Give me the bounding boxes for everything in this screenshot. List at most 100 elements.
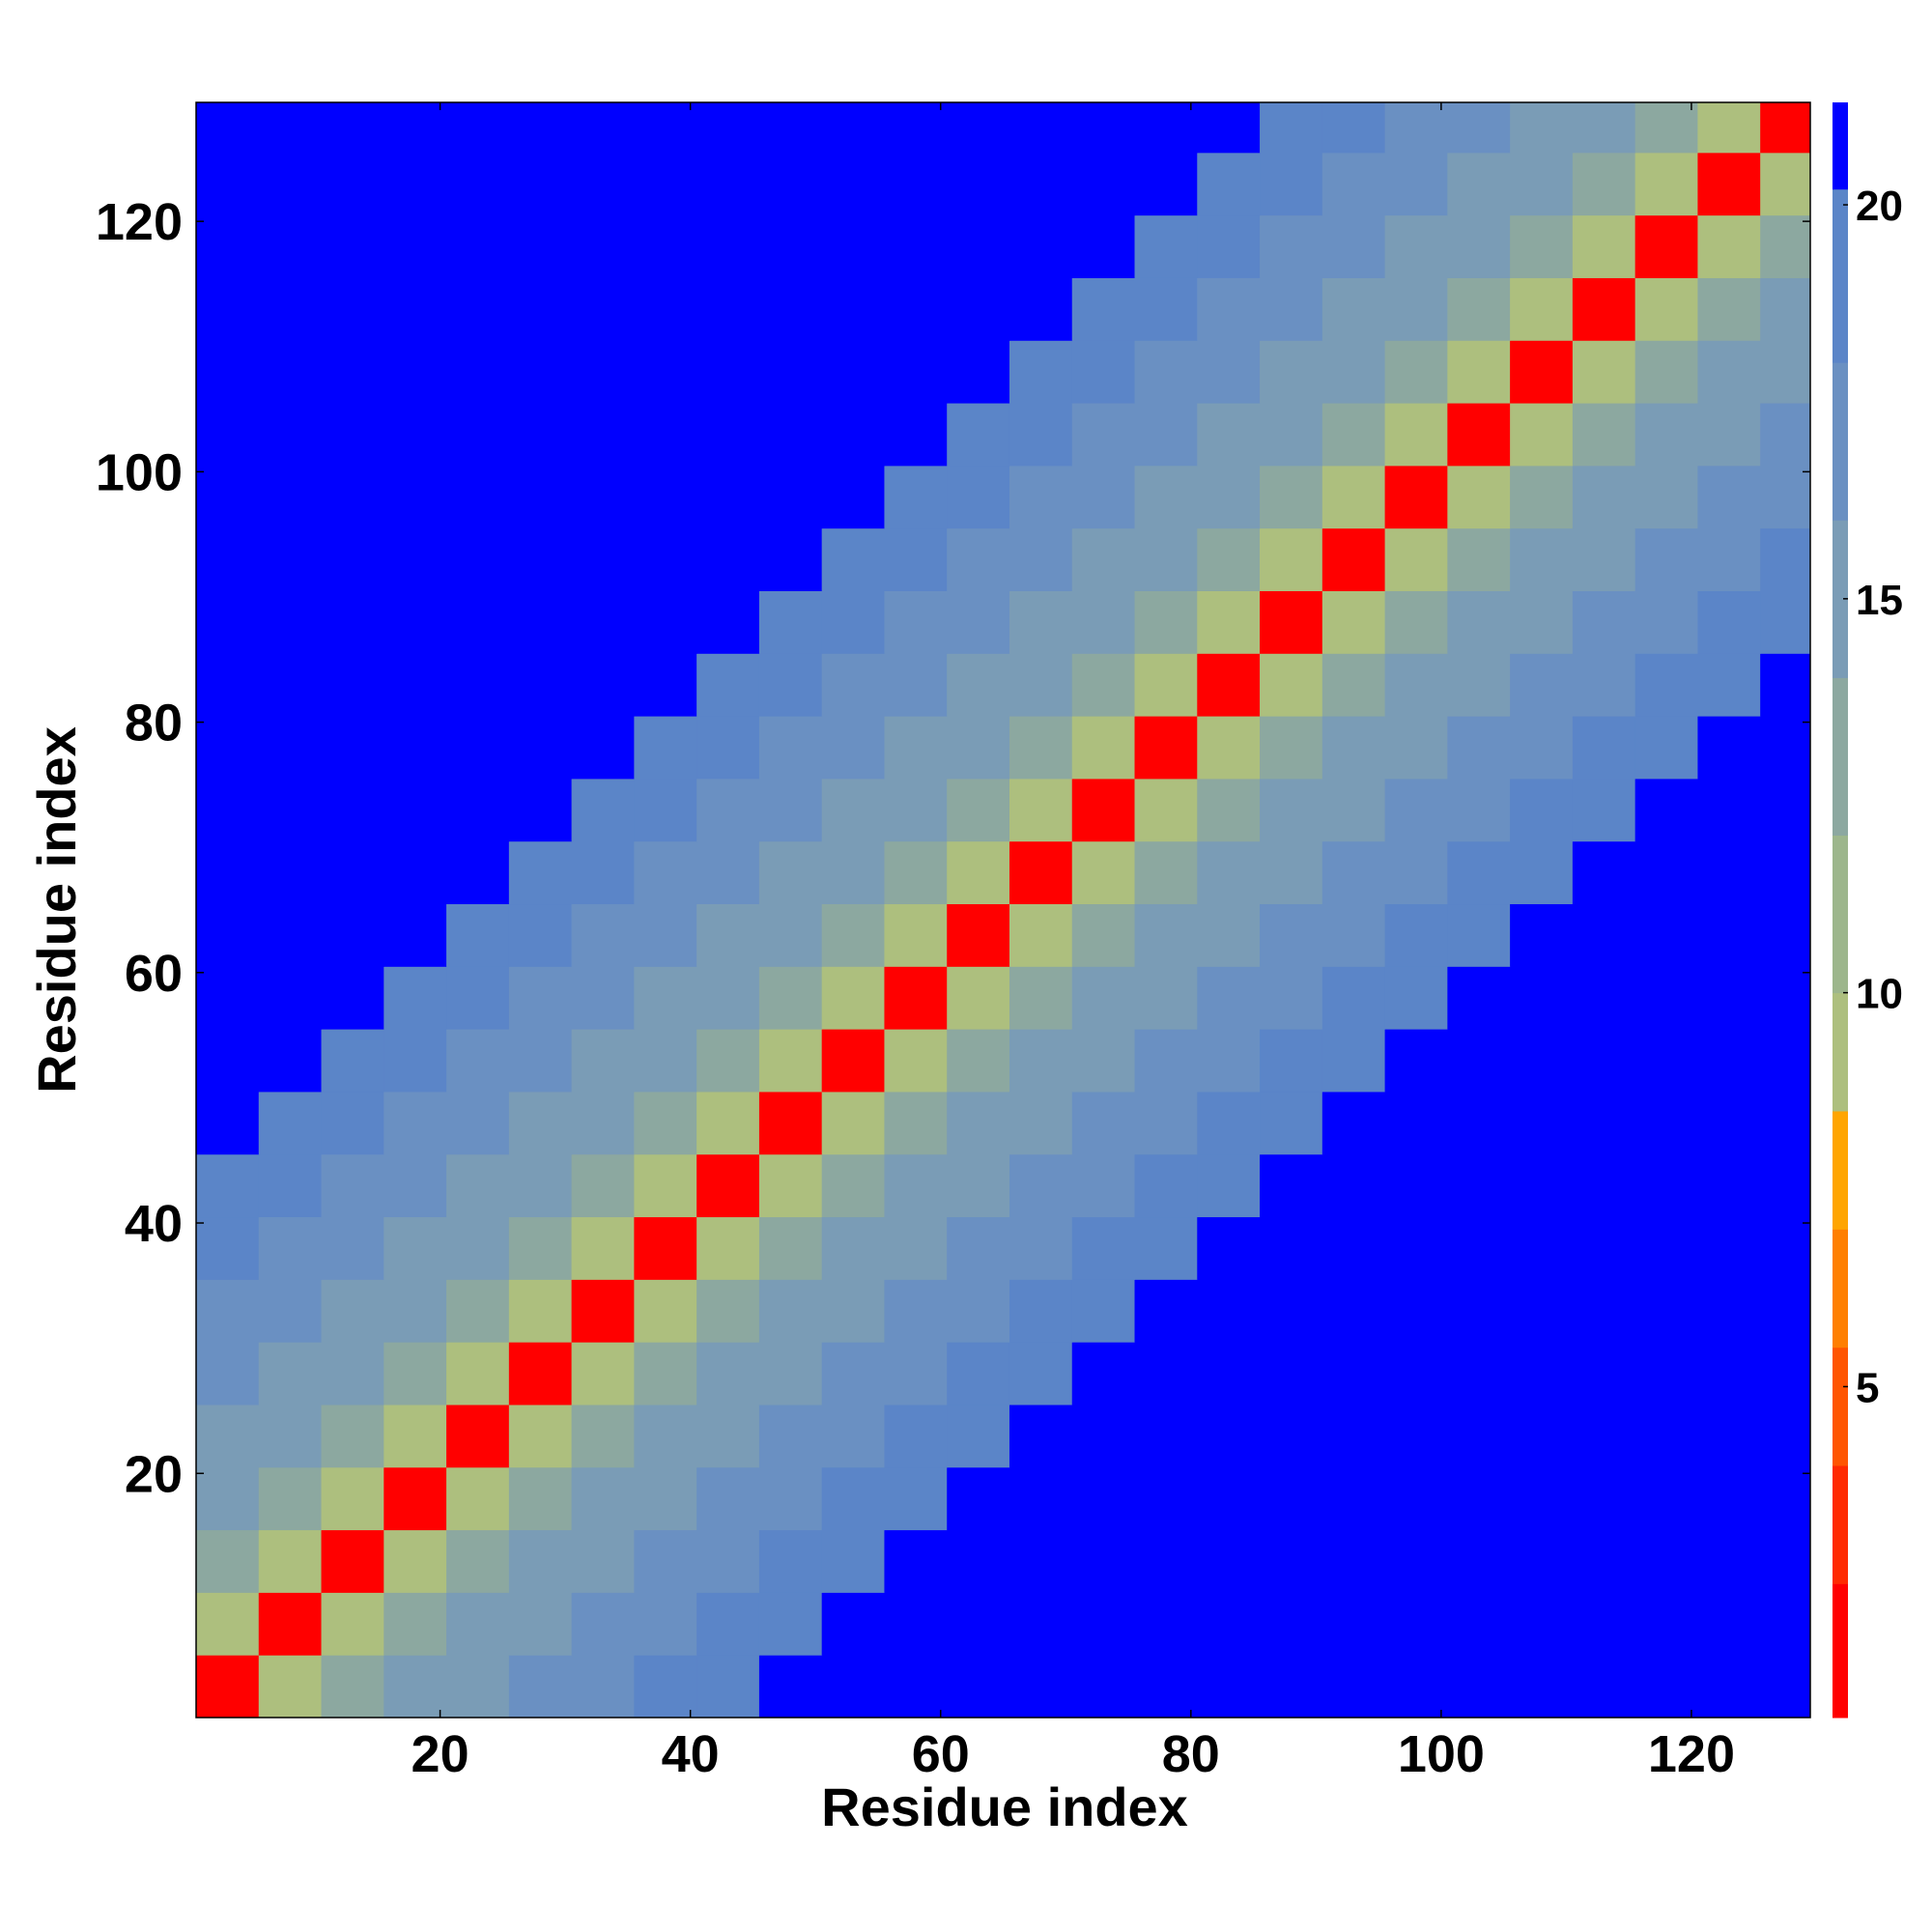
heatmap-cell (571, 1279, 635, 1343)
heatmap-cell (1321, 1655, 1386, 1719)
heatmap-cell (1384, 102, 1448, 154)
heatmap-cell (571, 1029, 635, 1093)
heatmap-cell (1697, 1529, 1761, 1593)
heatmap-cell (321, 1153, 384, 1218)
heatmap-cell (1009, 1216, 1073, 1280)
heatmap-cell (258, 1216, 323, 1280)
heatmap-cell (1321, 465, 1386, 529)
heatmap-cell (1384, 716, 1448, 780)
heatmap-cell (384, 1029, 447, 1093)
heatmap-cell (821, 966, 885, 1030)
heatmap-cell (1634, 527, 1698, 591)
heatmap-cell (947, 966, 1010, 1030)
heatmap-cell (884, 1342, 948, 1406)
heatmap-cell (1071, 1279, 1136, 1343)
heatmap-cell (384, 840, 447, 905)
heatmap-cell (1447, 1153, 1511, 1218)
heatmap-cell (884, 340, 948, 404)
heatmap-cell (384, 1655, 447, 1719)
heatmap-cell (446, 1216, 510, 1280)
heatmap-cell (571, 653, 635, 717)
heatmap-cell (1260, 1029, 1323, 1093)
colorbar-segment (1833, 1583, 1848, 1719)
heatmap-cell (446, 1592, 510, 1656)
heatmap-cell (1197, 1216, 1261, 1280)
heatmap-cell (758, 277, 823, 341)
heatmap-cell (634, 1216, 697, 1280)
heatmap-cell (1384, 653, 1448, 717)
heatmap-cell (821, 277, 885, 341)
heatmap-cell (884, 1029, 948, 1093)
heatmap-cell (1321, 152, 1386, 216)
heatmap-cell (1260, 653, 1323, 717)
heatmap-cell (1447, 903, 1511, 967)
heatmap-cell (1009, 1342, 1073, 1406)
heatmap-cell (1447, 1466, 1511, 1531)
heatmap-cell (821, 102, 885, 154)
heatmap-cell (196, 590, 260, 654)
heatmap-cell (1134, 716, 1198, 780)
heatmap-cell (1697, 590, 1761, 654)
heatmap-cell (571, 1342, 635, 1406)
heatmap-cell (884, 277, 948, 341)
heatmap-cell (821, 340, 885, 404)
heatmap-cell (1447, 653, 1511, 717)
heatmap-cell (508, 778, 573, 842)
colorbar-segment (1833, 677, 1848, 837)
heatmap-cell (1572, 716, 1636, 780)
heatmap-cell (1009, 340, 1073, 404)
heatmap-cell (1510, 1529, 1574, 1593)
heatmap-cell (1572, 1404, 1636, 1468)
heatmap-cell (1134, 590, 1198, 654)
heatmap-cell (1009, 778, 1073, 842)
x-tick-label: 120 (1648, 1725, 1735, 1783)
heatmap-cell (1697, 527, 1761, 591)
heatmap-cell (446, 1153, 510, 1218)
heatmap-cell (1572, 277, 1636, 341)
heatmap-cell (321, 1655, 384, 1719)
heatmap-cell (1697, 1091, 1761, 1155)
heatmap-cell (1384, 1466, 1448, 1531)
heatmap-cell (1447, 1404, 1511, 1468)
heatmap-cell (1510, 1404, 1574, 1468)
heatmap-cell (1634, 840, 1698, 905)
heatmap-cell (884, 716, 948, 780)
heatmap-cell (1572, 1153, 1636, 1218)
heatmap-cell (1384, 152, 1448, 216)
heatmap-cell (508, 1279, 573, 1343)
heatmap-cell (1634, 1655, 1698, 1719)
heatmap-cell (321, 1404, 384, 1468)
heatmap-cell (1384, 1529, 1448, 1593)
heatmap-cell (1447, 716, 1511, 780)
heatmap-cell (947, 527, 1010, 591)
heatmap-cell (884, 590, 948, 654)
heatmap-cell (384, 1091, 447, 1155)
heatmap-cell (1634, 340, 1698, 404)
heatmap-cell (947, 1342, 1010, 1406)
heatmap-cell (1697, 1216, 1761, 1280)
heatmap-cell (947, 1029, 1010, 1093)
heatmap-cell (1634, 1029, 1698, 1093)
heatmap-cell (571, 1216, 635, 1280)
heatmap-cell (1134, 403, 1198, 467)
heatmap-cell (1510, 403, 1574, 467)
heatmap-cell (1321, 527, 1386, 591)
heatmap-cell (321, 102, 384, 154)
heatmap-cell (634, 716, 697, 780)
heatmap-cell (947, 1091, 1010, 1155)
heatmap-cell (384, 966, 447, 1030)
heatmap-cell (258, 1029, 323, 1093)
heatmap-cell (1197, 1655, 1261, 1719)
heatmap-cell (1447, 403, 1511, 467)
heatmap-cell (258, 340, 323, 404)
heatmap-cell (1071, 340, 1136, 404)
heatmap-cell (1009, 590, 1073, 654)
heatmap-cell (758, 214, 823, 278)
heatmap-cell (1260, 102, 1323, 154)
heatmap-cell (758, 716, 823, 780)
heatmap-cell (446, 527, 510, 591)
heatmap-cell (1071, 1529, 1136, 1593)
heatmap-cell (1260, 152, 1323, 216)
colorbar-segment (1833, 835, 1848, 994)
y-tick-label: 100 (96, 443, 183, 501)
